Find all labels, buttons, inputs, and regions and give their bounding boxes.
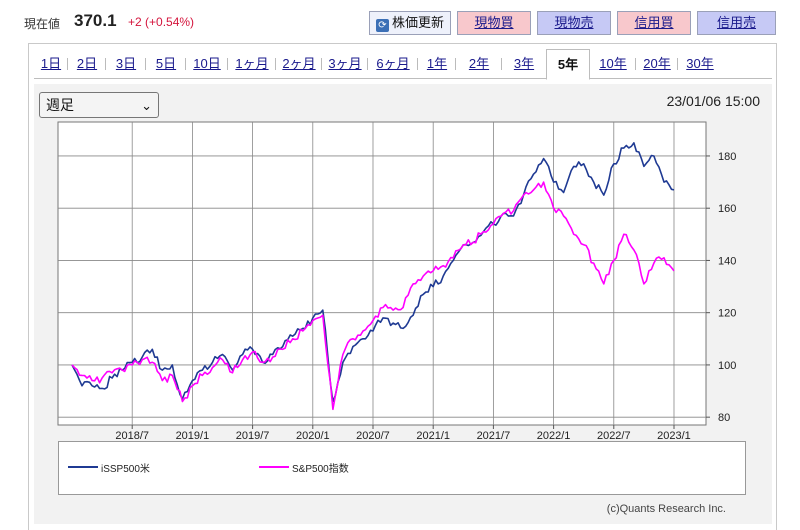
genbutsu-buy-button[interactable]: 現物買 — [457, 11, 531, 35]
tab-5日[interactable]: 5日 — [146, 49, 186, 79]
tab-label: 20年 — [643, 56, 671, 71]
refresh-price-button[interactable]: ⟳ 株価更新 — [369, 11, 451, 35]
tab-20年[interactable]: 20年 — [636, 49, 678, 79]
shinyo-buy-label: 信用買 — [634, 15, 674, 30]
genbutsu-buy-label: 現物買 — [474, 15, 514, 30]
tab-label: 6ヶ月 — [376, 56, 410, 71]
chart-credit: (c)Quants Research Inc. — [606, 503, 726, 515]
tab-30年[interactable]: 30年 — [678, 49, 722, 79]
tab-5年[interactable]: 5年 — [546, 49, 590, 80]
tab-label: 10年 — [599, 56, 627, 71]
tab-10日[interactable]: 10日 — [186, 49, 228, 79]
tab-label: 30年 — [686, 56, 714, 71]
tab-3ヶ月[interactable]: 3ヶ月 — [322, 49, 368, 79]
tab-1ヶ月[interactable]: 1ヶ月 — [228, 49, 276, 79]
tab-label: 2年 — [468, 56, 490, 71]
tab-label: 5日 — [155, 56, 177, 71]
legend-label-series2: S&P500指数 — [292, 464, 349, 475]
tab-label: 3年 — [513, 56, 535, 71]
chart-timestamp: 23/01/06 15:00 — [666, 93, 760, 109]
legend-line-series1 — [68, 466, 98, 468]
tab-label: 2日 — [76, 56, 98, 71]
tab-label: 1年 — [426, 56, 448, 71]
price-value: 370.1 — [74, 11, 117, 30]
tab-label: 2ヶ月 — [282, 56, 316, 71]
refresh-icon: ⟳ — [375, 19, 389, 32]
price-change: +2 (+0.54%) — [128, 15, 195, 29]
genbutsu-sell-label: 現物売 — [554, 15, 594, 30]
legend-line-series2 — [259, 466, 289, 468]
tab-2日[interactable]: 2日 — [68, 49, 106, 79]
tab-label: 3日 — [115, 56, 137, 71]
tab-10年[interactable]: 10年 — [590, 49, 636, 79]
legend-label-series1: iSSP500米 — [101, 464, 150, 475]
top-bar: 現在値 370.1 +2 (+0.54%) ⟳ 株価更新 現物買 現物売 信用買 … — [0, 0, 800, 40]
tab-2ヶ月[interactable]: 2ヶ月 — [276, 49, 322, 79]
period-select-value: 週足 — [46, 97, 74, 113]
genbutsu-sell-button[interactable]: 現物売 — [537, 11, 611, 35]
shinyo-sell-label: 信用売 — [716, 15, 756, 30]
chevron-down-icon: ⌄ — [141, 98, 152, 113]
refresh-label: 株価更新 — [391, 15, 444, 30]
period-tabs: 1日 2日 3日 5日 10日 1ヶ月 2ヶ月 3ヶ月 6ヶ月 1年 2年 3年 5年 10年 20年 30年 — [34, 49, 772, 80]
tab-3年[interactable]: 3年 — [502, 49, 546, 79]
tab-2年[interactable]: 2年 — [456, 49, 502, 79]
legend: iSSP500米 S&P500指数 — [58, 441, 746, 495]
shinyo-buy-button[interactable]: 信用買 — [617, 11, 691, 35]
tab-label: 1日 — [40, 56, 62, 71]
tab-label: 1ヶ月 — [235, 56, 269, 71]
tab-1年[interactable]: 1年 — [418, 49, 456, 79]
period-select[interactable]: 週足 ⌄ — [39, 92, 159, 118]
tab-label: 3ヶ月 — [328, 56, 362, 71]
shinyo-sell-button[interactable]: 信用売 — [697, 11, 776, 35]
tab-6ヶ月[interactable]: 6ヶ月 — [368, 49, 418, 79]
tab-1日[interactable]: 1日 — [34, 49, 68, 79]
price-label: 現在値 — [24, 17, 61, 31]
tab-label: 5年 — [557, 57, 579, 72]
tab-3日[interactable]: 3日 — [106, 49, 146, 79]
tab-label: 10日 — [193, 56, 221, 71]
